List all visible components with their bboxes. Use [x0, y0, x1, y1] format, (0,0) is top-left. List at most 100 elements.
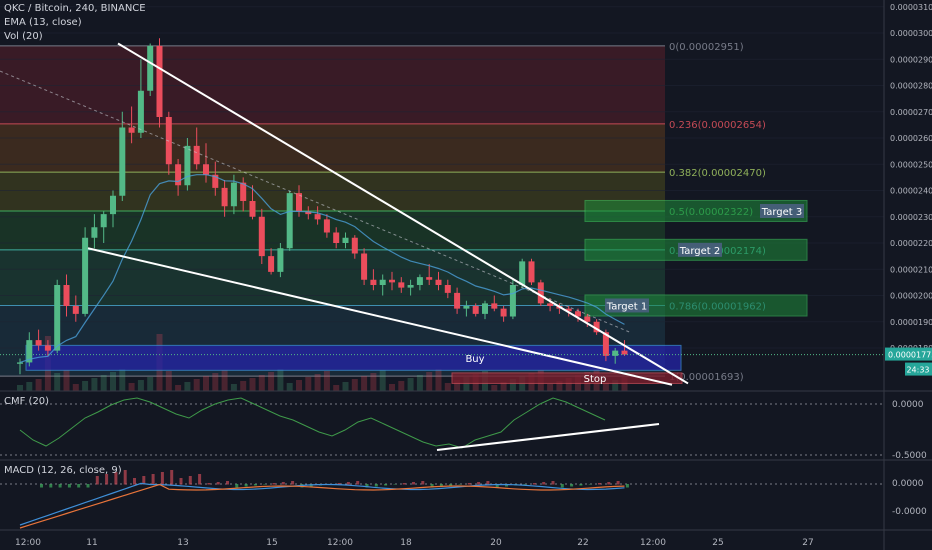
volume-bar [35, 379, 42, 391]
candle [444, 285, 451, 293]
macd-histogram-bar [40, 484, 43, 488]
candle [547, 303, 554, 306]
candle [286, 193, 293, 249]
macd-histogram-bar [160, 472, 164, 485]
macd-histogram-bar [532, 483, 536, 485]
volume-bar [119, 369, 126, 391]
macd-histogram-bar [142, 476, 146, 485]
macd-histogram-bar [86, 484, 90, 488]
macd-histogram-bar [625, 484, 629, 488]
candle [361, 253, 368, 280]
candlesticks[interactable] [17, 38, 628, 375]
macd-histogram-bar [170, 470, 174, 485]
volume-bar [547, 384, 554, 391]
trade-zones[interactable]: Buy Stop Target 1 Target 2 Target 3 [25, 199, 808, 385]
macd-histogram-bar [67, 484, 71, 488]
volume-bar [203, 376, 209, 391]
macd-tick: -0.0000 [892, 507, 927, 517]
macd-histogram-bar [58, 484, 62, 488]
candle [72, 306, 79, 314]
candle [26, 340, 33, 363]
target-zone [584, 199, 808, 222]
candle [407, 285, 414, 288]
volume-bar [240, 381, 247, 391]
volume-bar [230, 384, 237, 391]
candle [389, 279, 395, 283]
time-tick: 27 [802, 538, 813, 548]
candle [435, 279, 442, 285]
volume-bar [435, 369, 442, 391]
fib-band [0, 172, 665, 211]
time-tick: 12:00 [640, 538, 666, 548]
macd-histogram-bar [421, 481, 425, 485]
macd-histogram-bar [188, 476, 192, 485]
candle [565, 308, 572, 312]
macd-histogram-bar [123, 470, 127, 485]
fib-band [0, 249, 665, 306]
candle [519, 261, 526, 285]
macd-histogram-bar [477, 482, 481, 485]
volume-bar [54, 373, 61, 391]
fib-label: 0(0.00002951) [669, 42, 744, 53]
volume-bar [333, 385, 340, 391]
volume-bar [621, 377, 628, 391]
volume-bar [556, 381, 563, 391]
macd-histogram-bar [393, 484, 397, 485]
macd-histogram-bar [263, 484, 267, 485]
candle [612, 350, 619, 356]
time-tick: 18 [400, 538, 412, 548]
volume-bar [454, 380, 461, 391]
candle [500, 308, 507, 317]
time-tick: 11 [86, 538, 97, 548]
macd-histogram-bar [570, 484, 574, 487]
macd-histogram-bar [291, 481, 295, 485]
fib-label: 0.236(0.00002654) [669, 120, 766, 131]
cmf-trendline [436, 423, 660, 451]
volume-bar [463, 377, 470, 391]
countdown: 24:33 [906, 366, 929, 375]
volume-bar [212, 373, 219, 391]
macd-histogram-bar [244, 484, 248, 487]
candle [137, 90, 144, 133]
macd-histogram-bar [560, 484, 564, 488]
candle [268, 256, 275, 272]
volume-bar [100, 375, 107, 391]
volume-bar [286, 383, 293, 391]
macd-histogram-bar [588, 484, 592, 485]
macd-histogram-bar [151, 474, 155, 485]
volume-bar [249, 378, 256, 391]
time-tick: 15 [266, 538, 277, 548]
candle [621, 350, 628, 355]
trendlines[interactable] [87, 42, 689, 386]
volume-bar [444, 383, 451, 391]
macd-histogram-bar [402, 483, 406, 485]
volume-bar [175, 385, 182, 391]
candle [17, 362, 23, 364]
target-label-bg [678, 242, 722, 257]
volume-bar [342, 382, 349, 391]
volume-bar [361, 376, 368, 391]
volume-bar [379, 370, 386, 391]
macd-histogram-bar [365, 484, 369, 488]
volume-bar [137, 380, 144, 391]
volume-bar [258, 375, 265, 391]
volume-bar [277, 369, 284, 391]
macd-histogram-bar [49, 484, 53, 488]
volume-bar [426, 372, 433, 391]
candle [221, 187, 228, 207]
signal-line [19, 483, 625, 529]
volume-bar [500, 382, 507, 391]
candle [212, 174, 219, 188]
macd-histogram-bar [374, 484, 378, 487]
candle [379, 279, 386, 285]
candle [537, 282, 544, 304]
stop-zone [451, 372, 683, 384]
volume-bar [407, 378, 414, 391]
candle [230, 182, 237, 207]
